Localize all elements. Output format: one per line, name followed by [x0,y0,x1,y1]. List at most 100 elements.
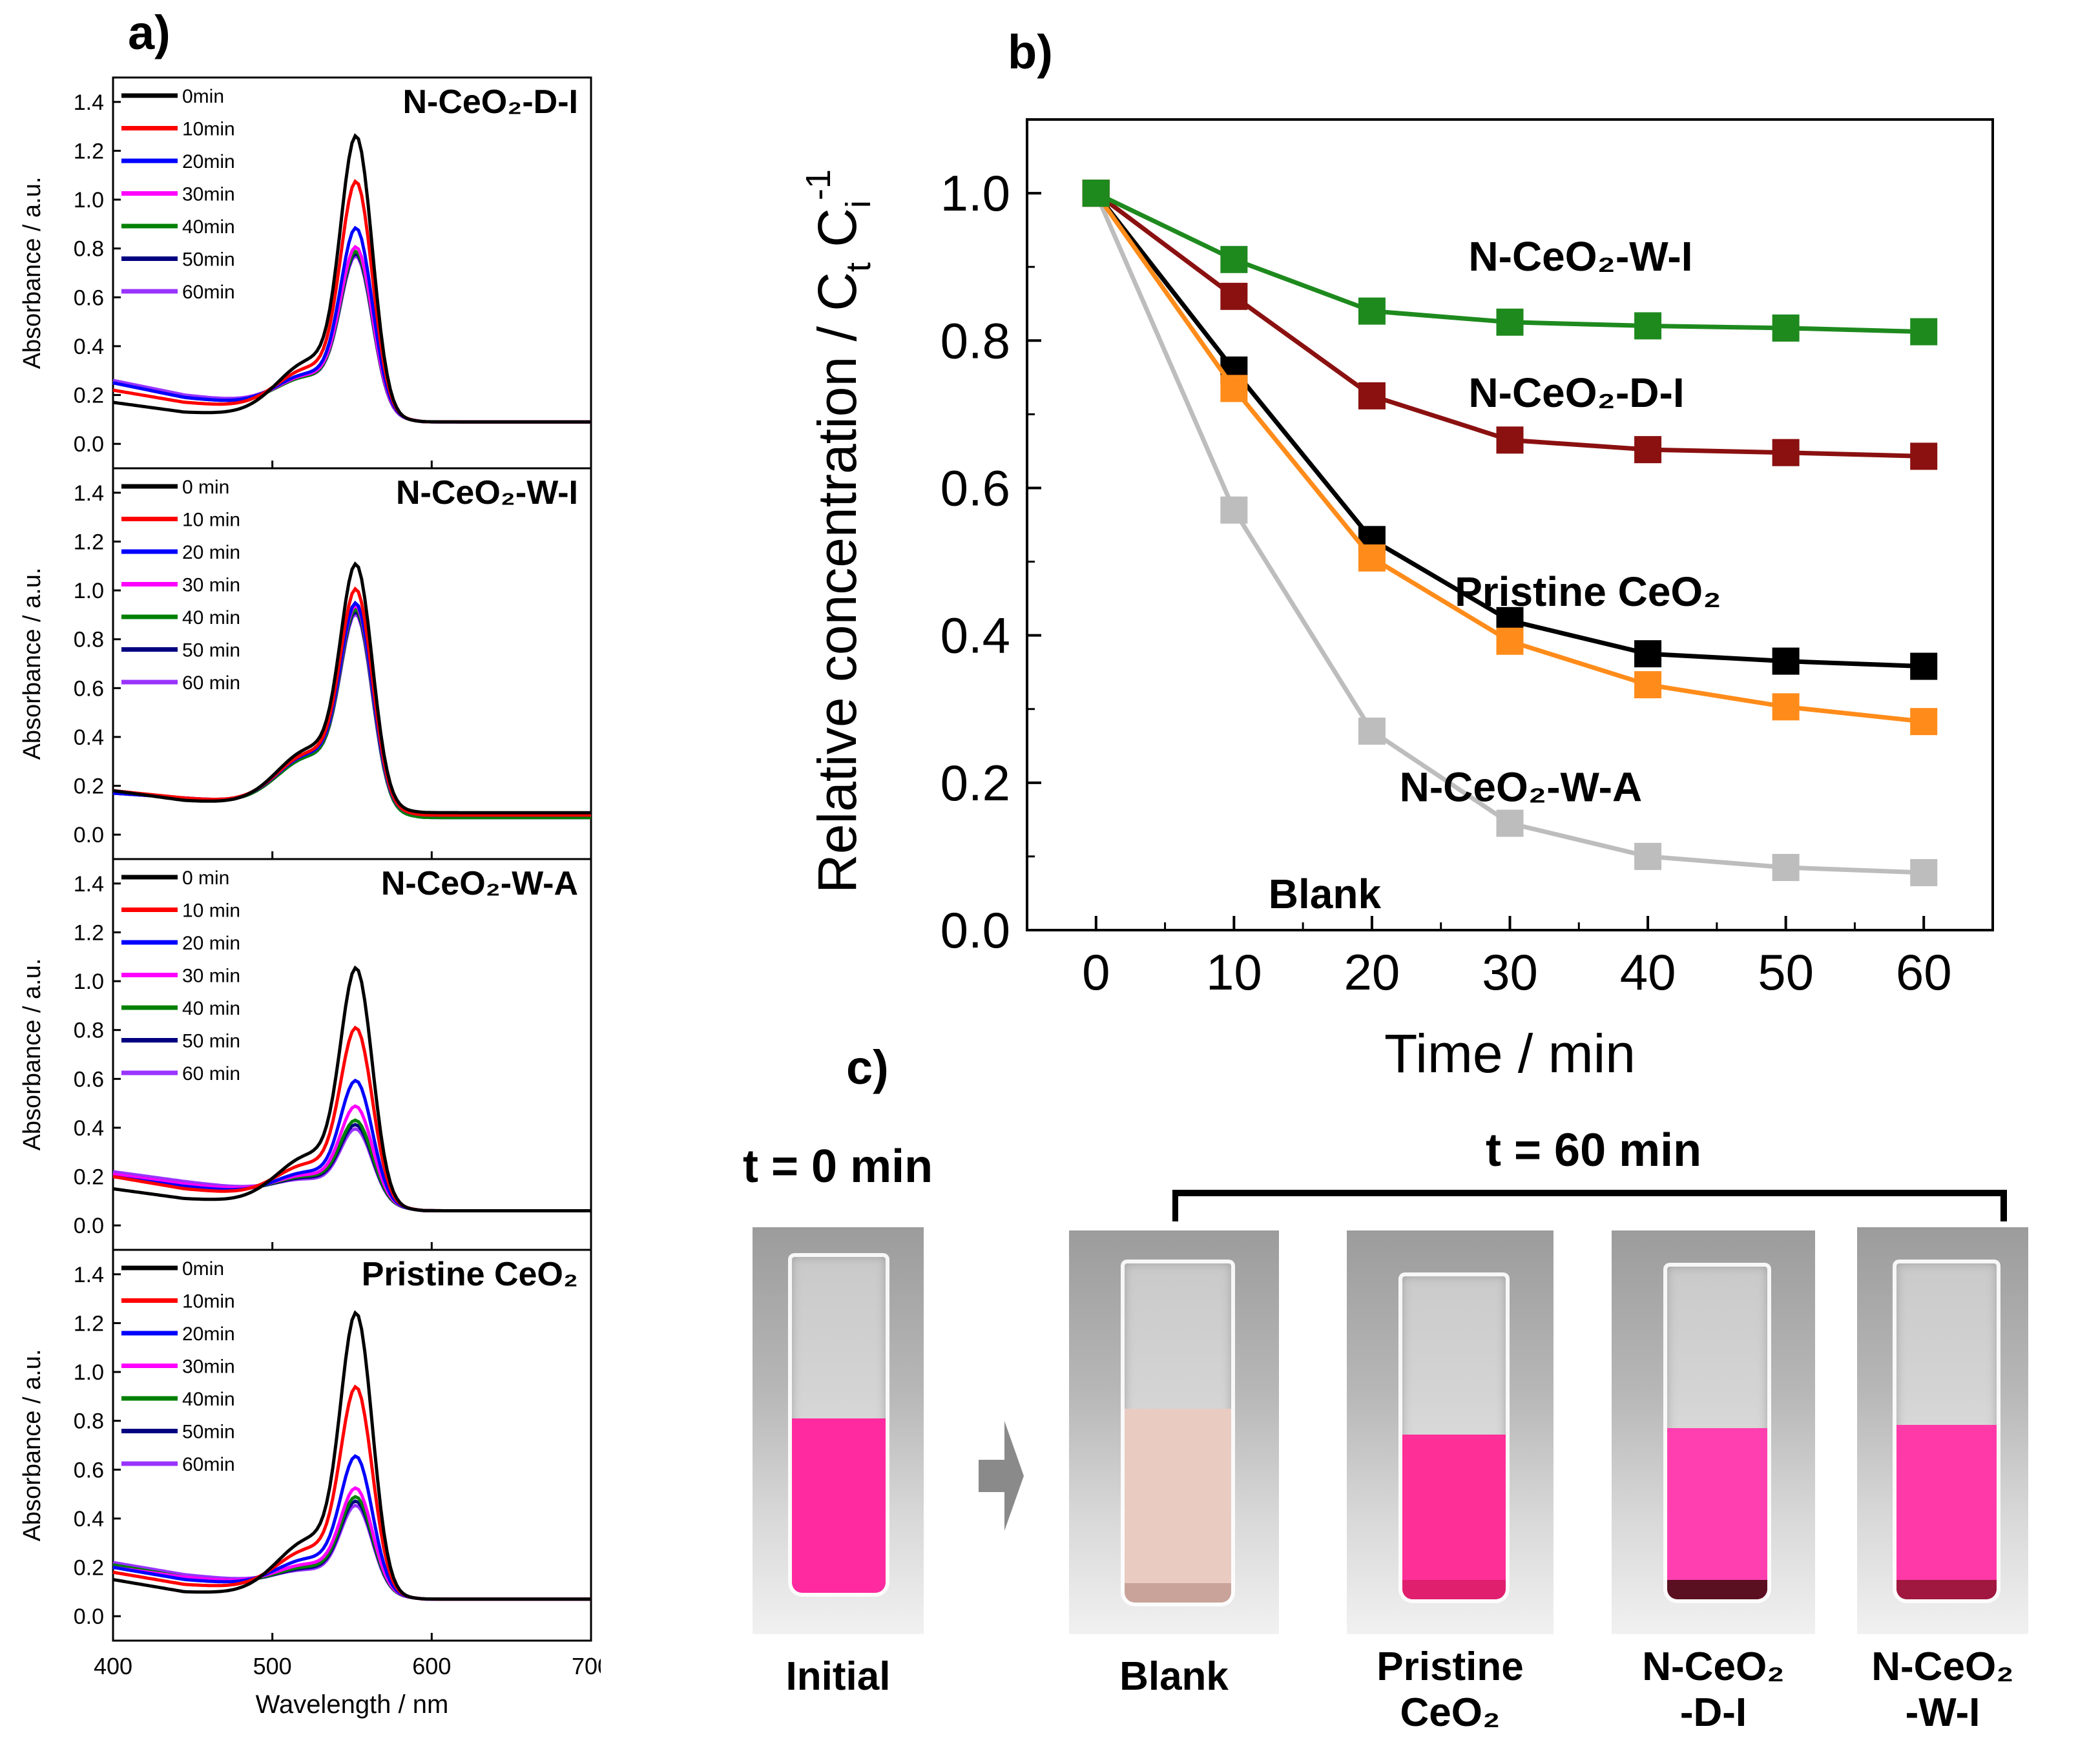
spectrum-curve [112,965,591,1212]
data-point [1772,647,1800,675]
cuvette-sediment [1402,1580,1506,1599]
data-point [1496,627,1524,655]
caption-line-2: CeO₂ [1400,1690,1501,1736]
y-tick-label: 1.0 [74,188,104,213]
legend-label: 50min [182,249,235,271]
cuvette-liquid [792,1418,886,1593]
y-tick-label: 0.0 [74,1604,104,1629]
data-point [1634,436,1662,464]
data-point [1220,282,1248,310]
x-tick-label: 30 [1482,944,1538,1001]
y-axis-label: Absorbance / a.u. [19,959,46,1151]
y-tick-label: 1.0 [74,579,104,603]
spectrum-curve [112,1078,591,1212]
y-tick-label: 0.0 [74,823,104,847]
data-point [1772,854,1800,882]
cuvette [1663,1263,1771,1603]
t60-bracket [1172,1190,2007,1221]
y-tick-label: 1.0 [940,165,1010,222]
panel-c-label: c) [846,1041,889,1094]
legend-label: 0min [182,1258,224,1280]
legend-label: 50 min [182,640,240,661]
y-tick-label: 1.4 [74,90,104,115]
x-tick-label: 10 [1206,944,1262,1001]
data-point [1082,180,1110,207]
data-point [1496,308,1524,336]
photo-pristine-ceo2 [1347,1230,1553,1634]
series-label: N-CeO₂-W-I [1468,233,1692,280]
legend-label: 30min [182,1356,235,1378]
data-point [1496,426,1524,454]
arrow-icon [979,1421,1024,1531]
data-point [1496,809,1524,837]
spectrum-curve [112,600,591,817]
data-point [1772,314,1800,342]
caption-line-1: Initial [785,1654,891,1699]
legend-label: 40 min [182,998,240,1019]
cuvette-liquid [1125,1409,1231,1603]
y-tick-label: 0.6 [74,676,104,701]
y-axis-label-part: t [839,262,878,272]
subplot-title: Pristine CeO₂ [362,1256,578,1293]
data-point [1358,382,1386,410]
caption-line-1: Pristine [1377,1645,1524,1689]
legend-label: 0min [182,86,224,107]
y-tick-label: 1.4 [74,1263,104,1287]
legend-label: 30 min [182,966,240,987]
legend-label: 40min [182,1389,235,1410]
y-axis-label: Absorbance / a.u. [19,177,46,369]
cuvette-liquid [1896,1425,1997,1599]
caption-line-2: -D-I [1679,1690,1747,1736]
y-tick-label: 0.4 [74,335,104,359]
legend-label: 10 min [182,900,240,922]
y-tick-label: 1.2 [74,139,104,163]
legend-label: 60 min [182,1063,240,1084]
legend-label: 40 min [182,607,240,628]
y-axis-label: Absorbance / a.u. [19,1349,46,1542]
data-point [1634,312,1662,340]
series-label: Blank [1269,871,1382,917]
y-tick-label: 0.4 [74,725,104,750]
data-point [1220,375,1248,402]
data-point [1910,442,1938,470]
legend-label: 50 min [182,1031,240,1052]
data-point [1358,717,1386,745]
legend-label: 30min [182,184,235,205]
photo-blank [1069,1230,1279,1634]
x-tick-label: 20 [1344,944,1400,1001]
cuvette-sediment [1896,1580,1997,1599]
y-axis-label-part: -1 [799,169,838,200]
data-point [1910,859,1938,887]
y-axis-label-part: i [839,200,878,208]
x-tick-label: 600 [412,1653,451,1679]
y-tick-label: 0.8 [74,1019,104,1043]
legend-label: 10min [182,119,235,140]
y-tick-label: 1.2 [74,530,104,554]
photo-n-ceo2-w-i [1857,1227,2028,1634]
cuvette-liquid [1402,1435,1506,1599]
t0-heading: t = 0 min [743,1141,933,1192]
y-tick-label: 0.8 [74,628,104,652]
caption-pristine-ceo2: Pristine CeO₂ [1347,1644,1553,1736]
caption-line-1: Blank [1119,1654,1229,1699]
y-tick-label: 0.0 [74,432,104,457]
x-tick-label: 0 [1082,944,1110,1001]
uv-vis-spectra-panel: 0.0 0.2 0.4 0.6 0.8 1.0 1.2 1.4 Absorbance / a.u… [19,76,601,1719]
data-point [1910,652,1938,680]
subplot-title: N-CeO₂-W-I [396,474,578,512]
data-point [1910,708,1938,736]
panel-b-label: b) [1008,25,1053,79]
data-point [1910,318,1938,346]
x-axis-label: Wavelength / nm [256,1690,449,1719]
cuvette [1398,1272,1510,1603]
plot-frame [112,1249,592,1642]
spectrum-curve [112,561,591,815]
y-axis-label: Relative concentration / Ct Ci-1 [799,169,878,893]
y-axis-label: Absorbance / a.u. [19,568,46,760]
y-tick-label: 0.0 [74,1214,104,1238]
x-tick-label: 700 [572,1653,601,1679]
y-tick-label: 0.4 [940,607,1010,664]
relative-concentration-chart: 0.0 0.2 0.4 0.6 0.8 1.0 0 10 20 30 40 50 60 Time / mi… [799,118,1994,1084]
legend-label: 0 min [182,477,229,498]
caption-blank: Blank [1069,1654,1279,1699]
